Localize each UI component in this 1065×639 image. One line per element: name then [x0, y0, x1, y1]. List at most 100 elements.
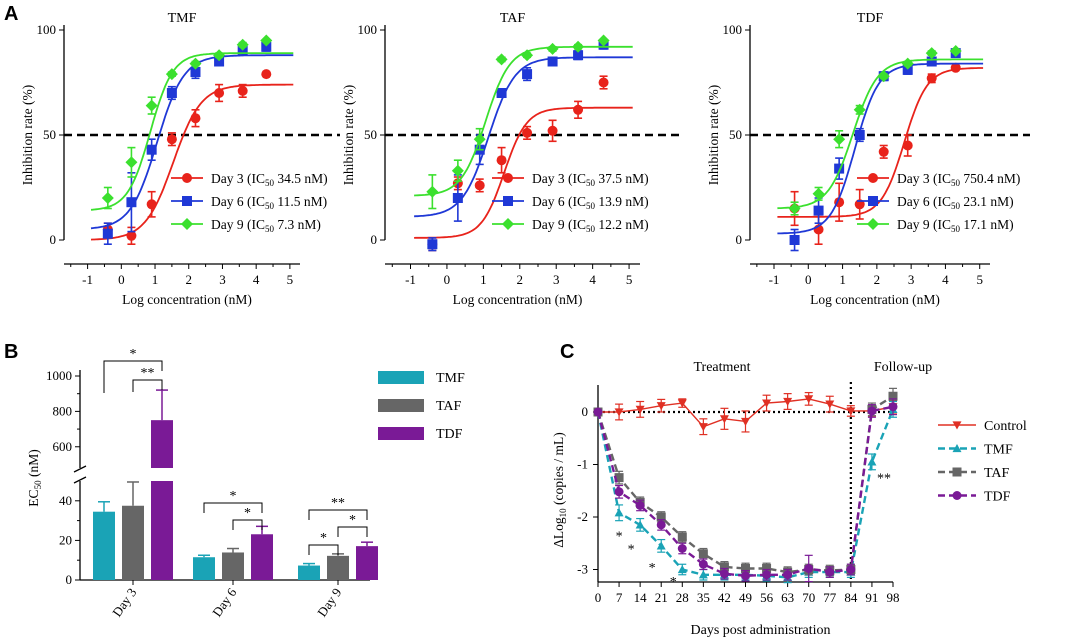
- significance-label: **: [331, 496, 345, 511]
- dose-response-chart-taf: TAF 0 50 100 -1 0 1 2 3 4 5 Log concentration (nM) I…: [341, 11, 680, 307]
- data-point: [547, 56, 558, 67]
- data-point: [867, 457, 877, 466]
- bar-group-day-3: Day 3***: [93, 347, 173, 619]
- legend-label: Day 9 (IC50 7.3 nM): [211, 217, 321, 234]
- x-axis-label: Days post administration: [691, 623, 831, 638]
- x-tick-label: 77: [823, 590, 837, 605]
- significance-label: *: [230, 489, 237, 504]
- y-axis-label: Inhibition rate (%): [341, 85, 356, 185]
- data-point: [189, 57, 202, 70]
- data-point: [146, 199, 157, 210]
- data-point: [762, 563, 772, 573]
- y-tick-label: -1: [577, 457, 588, 472]
- significance-bracket: [132, 379, 163, 392]
- data-point: [698, 570, 708, 579]
- bar-upper: [151, 420, 173, 468]
- data-point: [474, 180, 485, 191]
- data-point: [237, 85, 248, 96]
- x-tick-label: 42: [718, 590, 731, 605]
- series-day-9: Day 9 (IC50 17.1 nM): [777, 45, 1014, 234]
- x-tick-label: 63: [781, 590, 794, 605]
- significance-label: *: [349, 513, 356, 528]
- data-point: [473, 133, 486, 146]
- legend-marker: [952, 491, 962, 500]
- legend-label: TMF: [436, 371, 465, 386]
- data-point: [614, 508, 624, 517]
- x-tick-label: 14: [634, 590, 648, 605]
- significance-bracket: [232, 519, 263, 530]
- bar: [193, 557, 215, 580]
- data-point: [146, 144, 157, 155]
- legend-label: Day 3 (IC50 750.4 nM): [897, 171, 1020, 188]
- data-point: [190, 67, 201, 77]
- x-tick-label: -1: [405, 272, 416, 287]
- data-point: [496, 88, 507, 98]
- x-tick-label: 2: [517, 272, 524, 287]
- x-axis-label: Log concentration (nM): [122, 292, 252, 307]
- data-point: [522, 127, 533, 138]
- data-point: [789, 235, 800, 245]
- x-tick-label: Day 3: [109, 585, 139, 619]
- data-point: [614, 408, 624, 417]
- x-tick-label: 1: [839, 272, 846, 287]
- panel-label-c: C: [560, 341, 574, 363]
- legend-label: TDF: [984, 490, 1011, 505]
- data-point: [593, 407, 603, 417]
- legend-label: TAF: [984, 466, 1010, 481]
- data-point: [762, 399, 772, 408]
- x-tick-label: 0: [805, 272, 812, 287]
- data-point: [166, 88, 177, 98]
- x-tick-label: 1: [152, 272, 159, 287]
- chart-title: TAF: [500, 11, 526, 26]
- data-point: [427, 239, 438, 250]
- data-point: [496, 155, 507, 166]
- bar-lower: [151, 481, 173, 580]
- data-point: [521, 49, 534, 62]
- legend-swatch: [378, 427, 424, 440]
- data-point: [598, 77, 609, 88]
- y-tick-label: 1000: [46, 368, 72, 383]
- legend-swatch: [378, 399, 424, 412]
- data-point: [926, 73, 937, 84]
- data-point: [614, 473, 624, 483]
- data-point: [698, 423, 708, 432]
- data-point: [853, 103, 866, 116]
- data-point: [677, 544, 687, 553]
- data-point: [214, 88, 225, 98]
- bar-group-day-6: Day 6 * *: [193, 489, 273, 619]
- data-point: [783, 570, 793, 580]
- data-point: [834, 163, 845, 174]
- y-axis-label: Inhibition rate (%): [706, 85, 721, 185]
- x-tick-label: 84: [844, 590, 858, 605]
- y-axis-label: EC50 (nM): [26, 449, 43, 506]
- x-tick-label: Day 6: [209, 585, 240, 620]
- legend-item-tmf: TMF: [378, 371, 465, 386]
- legend-marker: [868, 173, 878, 183]
- significance-label: *: [670, 575, 677, 590]
- legend-marker: [502, 218, 514, 230]
- data-point: [788, 202, 801, 215]
- x-tick-label: Day 9: [314, 585, 344, 619]
- data-point: [260, 34, 273, 47]
- data-point: [762, 570, 772, 580]
- phase-label-treatment: Treatment: [693, 360, 750, 375]
- data-point: [854, 130, 865, 140]
- data-point: [614, 487, 624, 497]
- data-point: [237, 46, 248, 56]
- fit-curve: [90, 52, 294, 211]
- significance-label: **: [141, 366, 155, 381]
- y-tick-label: 50: [364, 127, 377, 142]
- legend-item-tdf: TDF: [378, 427, 463, 442]
- x-tick-label: 98: [887, 590, 900, 605]
- significance-bracket: [337, 526, 368, 537]
- significance-label: *: [130, 347, 137, 362]
- x-tick-label: 2: [874, 272, 881, 287]
- data-point: [656, 512, 666, 522]
- axis-break-mark: [73, 465, 87, 473]
- y-tick-label: 0: [50, 232, 57, 247]
- legend-label: Day 3 (IC50 37.5 nM): [532, 171, 649, 188]
- y-tick-label: 0: [371, 232, 378, 247]
- legend-label: Day 6 (IC50 13.9 nM): [532, 194, 649, 211]
